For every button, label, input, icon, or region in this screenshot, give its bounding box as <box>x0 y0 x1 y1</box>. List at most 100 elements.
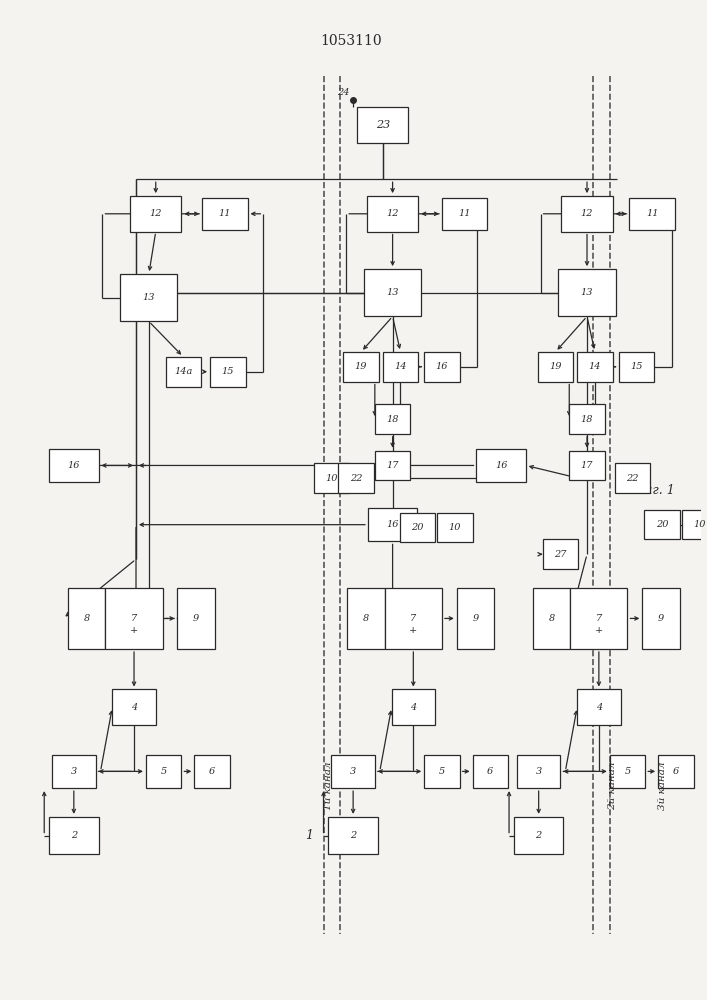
Bar <box>177 588 215 649</box>
Bar <box>367 196 419 232</box>
Text: 17: 17 <box>580 461 593 470</box>
Bar <box>644 510 680 539</box>
Text: 3: 3 <box>350 767 356 776</box>
Text: 6: 6 <box>487 767 493 776</box>
Text: 1053110: 1053110 <box>320 34 382 48</box>
Text: 3: 3 <box>71 767 77 776</box>
Bar <box>194 755 230 788</box>
Bar <box>68 588 105 649</box>
Bar <box>514 817 563 854</box>
Bar <box>368 508 417 541</box>
Text: 10: 10 <box>325 474 338 483</box>
Text: Фиг. 1: Фиг. 1 <box>633 484 674 497</box>
Text: 4: 4 <box>596 703 602 712</box>
Text: 22: 22 <box>626 474 638 483</box>
Bar <box>477 449 526 482</box>
Bar <box>375 451 410 480</box>
Text: 18: 18 <box>580 415 593 424</box>
Text: 12: 12 <box>149 209 162 218</box>
Bar <box>629 198 675 230</box>
Bar <box>339 463 374 493</box>
Bar <box>49 449 98 482</box>
Bar <box>382 352 419 382</box>
Bar <box>105 588 163 649</box>
Text: 15: 15 <box>221 367 234 376</box>
Bar <box>658 755 694 788</box>
Text: 18: 18 <box>386 415 399 424</box>
Bar <box>202 198 247 230</box>
Bar <box>112 689 156 725</box>
Text: 14a: 14a <box>174 367 192 376</box>
Text: 2: 2 <box>71 831 77 840</box>
Text: 5: 5 <box>160 767 167 776</box>
Text: 17: 17 <box>386 461 399 470</box>
Text: 15: 15 <box>630 362 643 371</box>
Bar <box>542 539 578 569</box>
Text: 11: 11 <box>458 209 471 218</box>
Text: 13: 13 <box>143 293 155 302</box>
Bar <box>472 755 508 788</box>
Text: 20: 20 <box>656 520 668 529</box>
Text: 8: 8 <box>363 614 369 623</box>
Text: 3: 3 <box>535 767 542 776</box>
Text: 4: 4 <box>410 703 416 712</box>
Bar <box>424 755 460 788</box>
Bar <box>537 352 573 382</box>
Bar <box>424 352 460 382</box>
Text: 2й канал: 2й канал <box>608 762 617 810</box>
Bar <box>49 817 98 854</box>
Bar <box>165 357 201 387</box>
Bar <box>329 817 378 854</box>
Bar <box>357 107 409 143</box>
Bar <box>437 513 472 542</box>
Bar <box>210 357 245 387</box>
Text: 9: 9 <box>472 614 479 623</box>
Bar <box>442 198 487 230</box>
Text: 7: 7 <box>410 614 416 623</box>
Bar <box>399 513 435 542</box>
Text: 14: 14 <box>395 362 407 371</box>
Bar <box>314 463 349 493</box>
Bar <box>561 196 613 232</box>
Bar <box>347 588 385 649</box>
Bar <box>571 588 628 649</box>
Text: 7: 7 <box>596 614 602 623</box>
Bar <box>609 755 645 788</box>
Text: 16: 16 <box>386 520 399 529</box>
Bar <box>332 755 375 788</box>
Text: 12: 12 <box>386 209 399 218</box>
Text: 8: 8 <box>549 614 554 623</box>
Text: 6: 6 <box>673 767 679 776</box>
Text: 2: 2 <box>535 831 542 840</box>
Text: 13: 13 <box>386 288 399 297</box>
Text: 13: 13 <box>580 288 593 297</box>
Bar <box>517 755 561 788</box>
Text: 12: 12 <box>580 209 593 218</box>
Bar <box>569 451 604 480</box>
Bar <box>614 463 650 493</box>
Text: 27: 27 <box>554 550 566 559</box>
Bar <box>385 588 442 649</box>
Text: 14: 14 <box>589 362 601 371</box>
Bar <box>533 588 571 649</box>
Bar <box>619 352 654 382</box>
Text: 2: 2 <box>350 831 356 840</box>
Bar <box>682 510 707 539</box>
Text: 6: 6 <box>209 767 215 776</box>
Text: 19: 19 <box>355 362 367 371</box>
Text: +: + <box>595 626 603 635</box>
Text: 7: 7 <box>131 614 137 623</box>
Text: 19: 19 <box>549 362 561 371</box>
Bar <box>642 588 680 649</box>
Bar <box>392 689 435 725</box>
Text: 11: 11 <box>646 209 658 218</box>
Text: 16: 16 <box>68 461 80 470</box>
Bar <box>569 404 604 434</box>
Text: +: + <box>409 626 417 635</box>
Text: 9: 9 <box>658 614 664 623</box>
Text: 5: 5 <box>439 767 445 776</box>
Text: 16: 16 <box>436 362 448 371</box>
Bar <box>375 404 410 434</box>
Text: +: + <box>130 626 138 635</box>
Bar <box>130 196 182 232</box>
